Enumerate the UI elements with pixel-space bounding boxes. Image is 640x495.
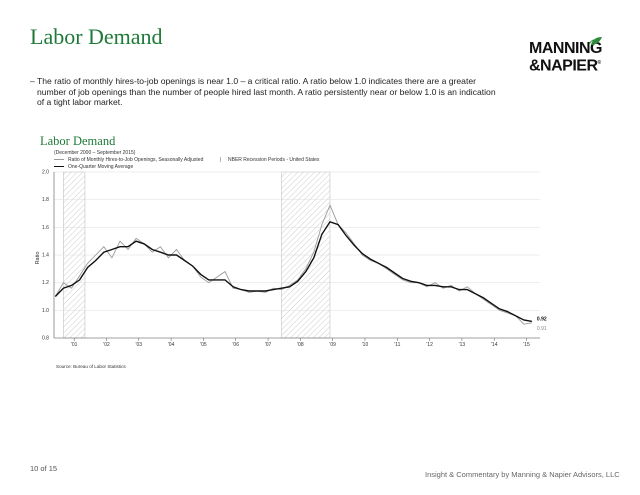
footer-text: Insight & Commentary by Manning & Napier… [425,470,620,479]
bullet-text: The ratio of monthly hires-to-job openin… [37,76,496,107]
x-tick-label: '13 [459,342,466,348]
logo-line-2: &NAPIER® [529,57,601,75]
x-tick-label: '05 [200,342,207,348]
bullet-dash: – [30,76,35,86]
x-tick-label: '01 [71,342,78,348]
axes [53,172,540,341]
x-tick-label: '09 [329,342,336,348]
chart-subtitle: (December 2000 – September 2015) [54,150,136,156]
x-tick-label: '14 [491,342,498,348]
x-tick-label: '03 [136,342,143,348]
x-tick-label: '04 [168,342,175,348]
x-tick-label: '11 [394,342,400,348]
manning-napier-logo: MANNING &NAPIER® [529,37,607,75]
x-tick-label: '12 [426,342,433,348]
logo-line-1: MANNING [529,40,602,57]
x-tick-label: '08 [297,342,304,348]
page-number: 10 of 15 [30,464,58,473]
commentary-bullet: – The ratio of monthly hires-to-job open… [30,76,500,108]
end-label-raw: 0.91 [537,326,547,332]
page-title: Labor Demand [30,24,163,49]
end-label-ma: 0.92 [537,316,547,322]
x-tick-label: '10 [362,342,369,348]
x-tick-label: '02 [103,342,110,348]
legend-swatch-ma [54,166,64,167]
series-moving-average [54,220,533,323]
chart-source: Source: Bureau of Labor Statistics [56,364,126,369]
legend-swatch-raw [54,159,64,160]
x-tick-label: '15 [523,342,530,348]
y-tick-label: 1.4 [42,253,49,259]
x-tick-label: '06 [232,342,239,348]
y-tick-label: 0.8 [42,336,49,342]
series-lines [54,204,533,325]
chart-title: Labor Demand [40,134,116,148]
y-tick-label: 1.2 [42,280,49,286]
y-tick-label: 1.6 [42,225,49,231]
axis-labels: 0.8 1.0 1.2 1.4 1.6 1.8 2.0 '01 '02 '03 '04 '05 '06 '… [35,170,547,349]
leaf-icon [589,37,602,46]
x-tick-label: '07 [265,342,272,348]
series-raw-ratio [54,204,532,325]
y-axis-label: Ratio [35,252,41,265]
legend-swatch-recession [220,157,224,162]
y-tick-label: 1.0 [42,308,49,314]
y-tick-label: 1.8 [42,197,49,203]
y-tick-label: 2.0 [42,170,49,176]
